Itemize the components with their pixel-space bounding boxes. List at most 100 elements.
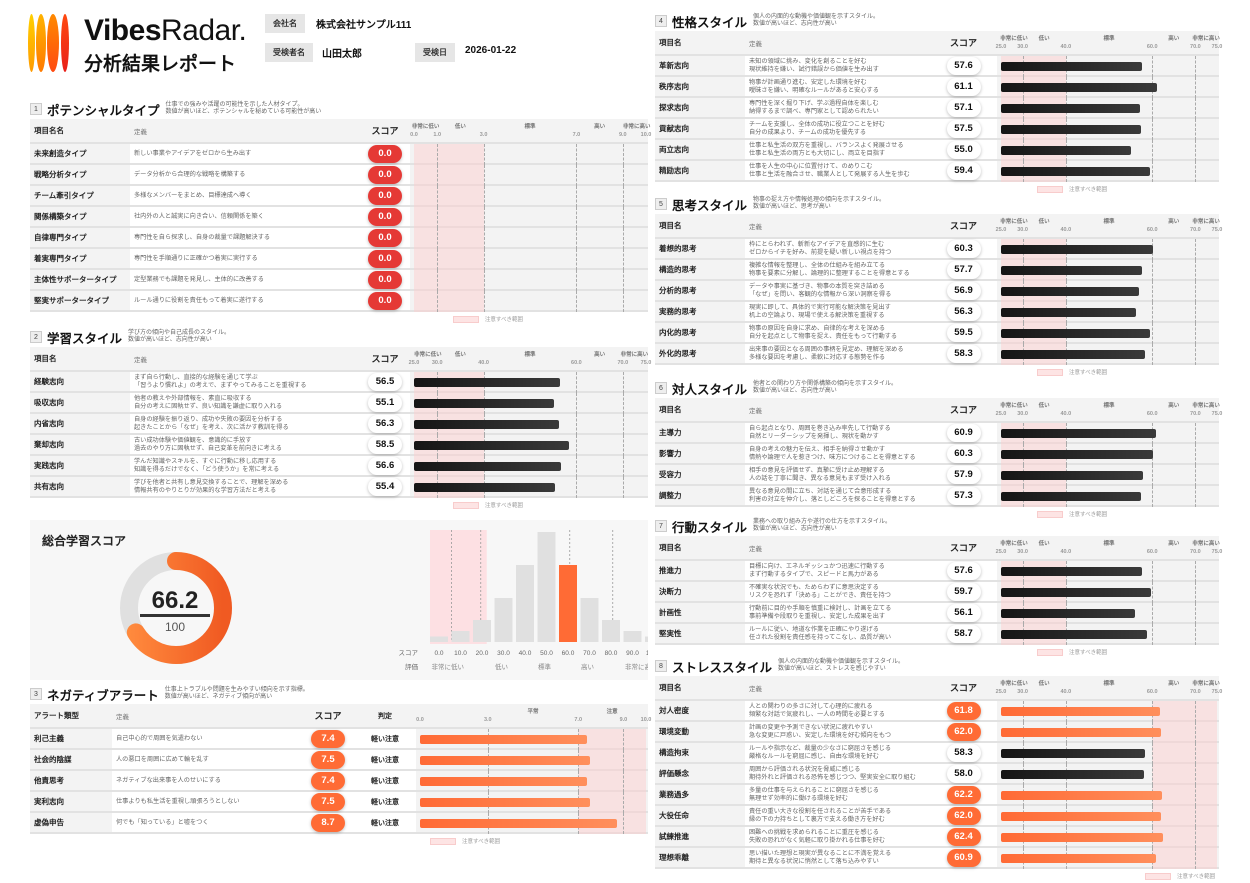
danger-range (1152, 722, 1217, 743)
histogram-eval-label: 低い (495, 662, 508, 671)
header-name: 項目名 (659, 405, 682, 414)
danger-range (414, 207, 484, 228)
score-bar-cell (997, 77, 1219, 98)
exam-date: 2026-01-22 (465, 45, 517, 56)
tick-gridline (576, 372, 578, 393)
tick-gridline (622, 372, 624, 393)
danger-range (414, 165, 484, 186)
histogram-eval-label: 非常に低い (432, 662, 465, 671)
scale-band-label: 非常に低い (1000, 219, 1028, 225)
scale-tick-label: 75.0 (640, 360, 652, 366)
score-bar (1001, 146, 1131, 155)
section-header: 4 性格スタイル 個人の内面的な動機や価値観を示すスタイル。 数値が高いほど、志向… (655, 11, 1219, 31)
item-name: 実践志向 (30, 456, 130, 475)
item-definition: 専門性を手順通りに正確かつ着実に実行する (130, 249, 360, 268)
table-header: 項目名 定義 スコア 非常に低い 低い 標準 高い 非常に高い 25.0 30.0 40.0 60… (30, 347, 651, 372)
scale-band-label: 標準 (524, 124, 536, 130)
scale-tick-label: 10.0 (640, 132, 652, 138)
tick-gridline (576, 414, 578, 435)
table-header: 項目名 定義 スコア 非常に低い 低い 標準 高い 非常に高い 25.0 30.0 40.0 60… (655, 214, 1222, 239)
item-name: 影響力 (655, 444, 745, 463)
scale-tick-label: 25.0 (408, 360, 420, 366)
table-row: 実践志向 学んだ知識やスキルを、すぐに行動に移し応用する 知識を得るだけでなく、「… (30, 456, 648, 477)
score-bar (414, 441, 570, 450)
tick-gridline (1195, 56, 1197, 77)
judgment-label: 軽い注意 (354, 792, 416, 811)
overall-score-card: 総合学習スコア 66.2 100 0.0 10.0 20.0 30.0 40.0 50.0… (30, 520, 648, 680)
score-bar (1001, 167, 1150, 176)
header-name: 項目名 (34, 354, 57, 363)
item-name: 戦略分析タイプ (30, 165, 130, 184)
score-badge: 57.6 (946, 56, 981, 75)
section-description: 物事の捉え方や情報処理の傾向を示すスタイル。 数値が高いほど、思考が高い (753, 196, 886, 211)
table-row: 堅実性 ルールに従い、地道な作業を正確にやり遂げる 任された役割を責任感を持ってこ… (655, 624, 1219, 645)
section-description: 個人の内面的な動機や価値観を示すスタイル。 数値が高いほど、ストレスを感じやすい (778, 658, 905, 673)
score-bar-cell (416, 729, 648, 750)
item-definition: 異なる意見の間に立ち、対話を通じて合意形成する 利害の対立を仲介し、落としどころを… (745, 486, 930, 505)
score-bar-cell (997, 743, 1219, 764)
table-header: 項目名名 定義 スコア 非常に低い 低い 標準 高い 非常に高い 0.0 1.0 3.0 7.0 9… (30, 119, 651, 144)
tick-gridline (1152, 161, 1154, 182)
tick-gridline (437, 249, 439, 270)
score-badge: 58.0 (946, 764, 981, 783)
item-name: 経験志向 (30, 372, 130, 391)
tick-gridline (1152, 486, 1154, 507)
scale-header: 平常 注意 0.0 3.0 7.0 9.0 10.0 (416, 704, 651, 727)
tick-gridline (1152, 344, 1154, 365)
score-bar-cell (997, 260, 1219, 281)
item-name: 吸収志向 (30, 393, 130, 412)
histogram-bar (430, 636, 448, 642)
table-row: 棄却志向 古い成功体験や価値観を、意識的に手放す 過去のやり方に固執せず、自己変革… (30, 435, 648, 456)
scale-band-label: 非常に低い (411, 124, 440, 130)
score-badge: 62.0 (946, 722, 981, 741)
table-row: 自律専門タイプ 専門性を自ら探求し、自身の裁量で課題解決する 0.0 (30, 228, 648, 249)
tick-gridline (622, 186, 624, 207)
tick-gridline (437, 165, 439, 186)
scale-tick-label: 7.0 (572, 132, 581, 138)
score-bar-cell (416, 771, 648, 792)
scale-band-label: 非常に低い (1000, 541, 1028, 547)
danger-range (414, 291, 484, 312)
table-row: 影響力 自身の考えの魅力を伝え、相手を納得させ動かす 情熱や論理で人を惹きつけ、味… (655, 444, 1219, 465)
histogram-tick-label: 10.0 (454, 650, 467, 657)
score-badge: 56.6 (368, 456, 402, 475)
item-name: 対人密度 (655, 701, 745, 720)
section-number: 8 (655, 660, 667, 672)
score-bar (1001, 429, 1157, 438)
scale-tick-label: 40.0 (1060, 689, 1072, 695)
tick-gridline (483, 228, 485, 249)
score-badge: 57.6 (946, 561, 981, 580)
score-bar-cell (410, 228, 648, 249)
scale-tick-label: 0.0 (416, 717, 424, 723)
tick-gridline (622, 414, 624, 435)
tick-gridline (576, 207, 578, 228)
header-definition: 定義 (134, 128, 147, 136)
scale-band-label: 非常に高い (1192, 681, 1220, 687)
header-score: スコア (949, 405, 977, 415)
scale-tick-label: 3.0 (483, 717, 492, 723)
item-name: 業務過多 (655, 785, 745, 804)
score-bar (1001, 266, 1143, 275)
score-bar-cell (410, 186, 648, 207)
tick-gridline (1152, 582, 1154, 603)
score-bar (1001, 125, 1142, 134)
scale-tick-label: 10.0 (640, 717, 652, 723)
scale-tick-label: 0.0 (410, 132, 418, 138)
score-badge: 7.5 (311, 750, 345, 769)
item-name: 探求志向 (655, 98, 745, 117)
scale-band-label: 高い (1168, 681, 1180, 687)
item-name: 調整力 (655, 486, 745, 505)
score-badge: 61.8 (946, 701, 981, 720)
item-definition: 新しい事業やアイデアをゼロから生み出す (130, 144, 360, 163)
score-bar (1001, 833, 1163, 842)
item-definition: 仕事と私生活の双方を重視し、バランスよく発展させる 仕事と私生活の両方とも大切にし… (745, 140, 930, 159)
scale-tick-label: 70.0 (1190, 549, 1201, 555)
table-row: 利己主義 自己中心的で周囲を気遣わない 7.4 軽い注意 (30, 729, 648, 750)
table-row: 主体性サポータータイプ 定型業務でも課題を発見し、主体的に改善する 0.0 (30, 270, 648, 291)
scale-tick-label: 7.0 (574, 717, 583, 723)
item-name: 自律専門タイプ (30, 228, 130, 247)
danger-range (578, 729, 646, 750)
histogram-eval-label: 標準 (538, 662, 552, 671)
scale-tick-label: 75.0 (1211, 44, 1223, 50)
table-row: 秩序志向 物事が計画通り進む、安定した環境を好む 曖昧さを嫌い、明確なルールがある… (655, 77, 1219, 98)
